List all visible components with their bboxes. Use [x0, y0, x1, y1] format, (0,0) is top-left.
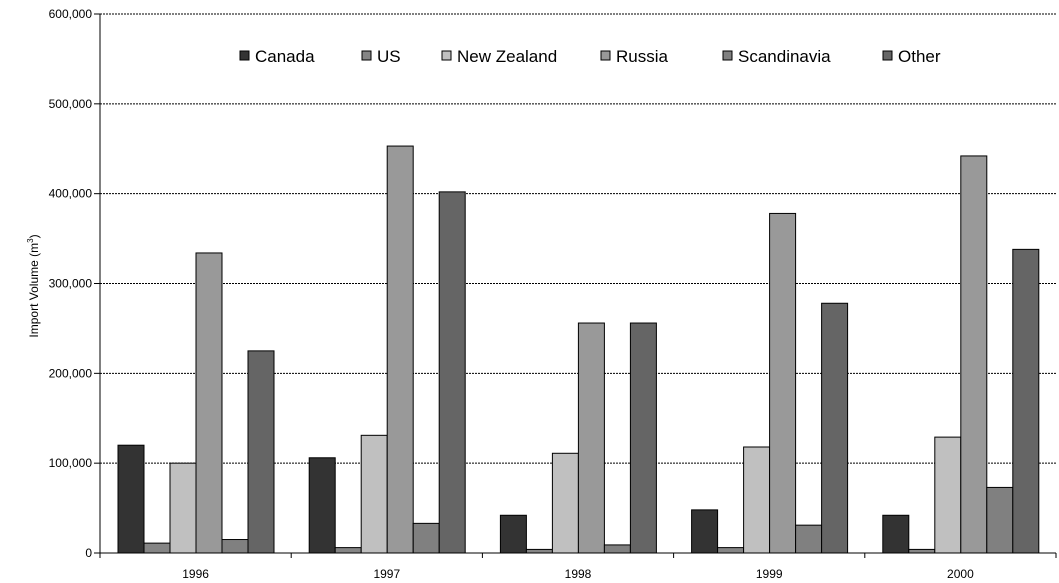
y-tick-labels: 0 100,000 200,000 300,000 400,000 500,000 600,…	[49, 7, 93, 560]
x-tick-label: 2000	[947, 567, 974, 581]
y-tick-label: 0	[85, 546, 92, 560]
bar-russia	[960, 155, 988, 554]
legend-swatch	[239, 50, 250, 61]
y-tick-label: 400,000	[49, 187, 93, 201]
y-tick-label: 500,000	[49, 97, 93, 111]
legend-swatch	[361, 50, 372, 61]
x-tick-label: 1996	[182, 567, 209, 581]
bar-russia	[386, 145, 414, 554]
bar-us	[143, 542, 171, 554]
bar-other	[438, 191, 466, 554]
y-tick-label: 300,000	[49, 277, 93, 291]
legend-label: US	[377, 47, 401, 66]
bar-new-zealand	[934, 436, 962, 554]
legend-swatch	[600, 50, 611, 61]
bar-scandinavia	[412, 522, 440, 554]
bar-scandinavia	[221, 539, 249, 554]
bar-canada	[499, 514, 527, 554]
bar-other	[1012, 248, 1040, 554]
legend-label: Canada	[255, 47, 315, 66]
legend-swatch	[722, 50, 733, 61]
bar-us	[717, 547, 745, 554]
legend-label: Russia	[616, 47, 669, 66]
bar-russia	[195, 252, 223, 554]
bar-new-zealand	[743, 446, 771, 554]
legend-background	[230, 38, 950, 74]
legend-label: Scandinavia	[738, 47, 831, 66]
x-tick-labels: 1996 1997 1998 1999 2000	[182, 567, 974, 581]
bar-new-zealand	[169, 462, 197, 554]
bar-canada	[308, 457, 336, 554]
bar-canada	[882, 514, 910, 554]
y-tick-label: 100,000	[49, 456, 93, 470]
y-tick-label: 200,000	[49, 366, 93, 380]
legend-label: New Zealand	[457, 47, 557, 66]
bar-us	[908, 548, 936, 554]
bar-scandinavia	[986, 486, 1014, 554]
legend-swatch	[882, 50, 893, 61]
y-tick-label: 600,000	[49, 7, 93, 21]
x-tick-label: 1997	[373, 567, 400, 581]
bar-canada	[117, 444, 145, 554]
legend: Canada US New Zealand Russia Scandinavia Othe…	[230, 38, 950, 74]
bar-canada	[691, 509, 719, 554]
bar-russia	[769, 212, 797, 554]
legend-label: Other	[898, 47, 941, 66]
bar-other	[247, 350, 275, 554]
legend-swatch	[441, 50, 452, 61]
bar-scandinavia	[795, 524, 823, 554]
axes	[94, 13, 1057, 558]
x-tick-label: 1999	[756, 567, 783, 581]
bar-new-zealand	[360, 434, 388, 554]
bar-scandinavia	[603, 544, 631, 554]
bars	[117, 145, 1040, 554]
bar-russia	[577, 322, 605, 554]
bar-other	[821, 302, 849, 554]
x-tick-label: 1998	[565, 567, 592, 581]
bar-us	[334, 547, 362, 554]
bar-us	[525, 548, 553, 554]
bar-other	[629, 322, 657, 554]
y-axis-label: Import Volume (m3)	[26, 234, 41, 337]
bar-new-zealand	[551, 452, 579, 554]
